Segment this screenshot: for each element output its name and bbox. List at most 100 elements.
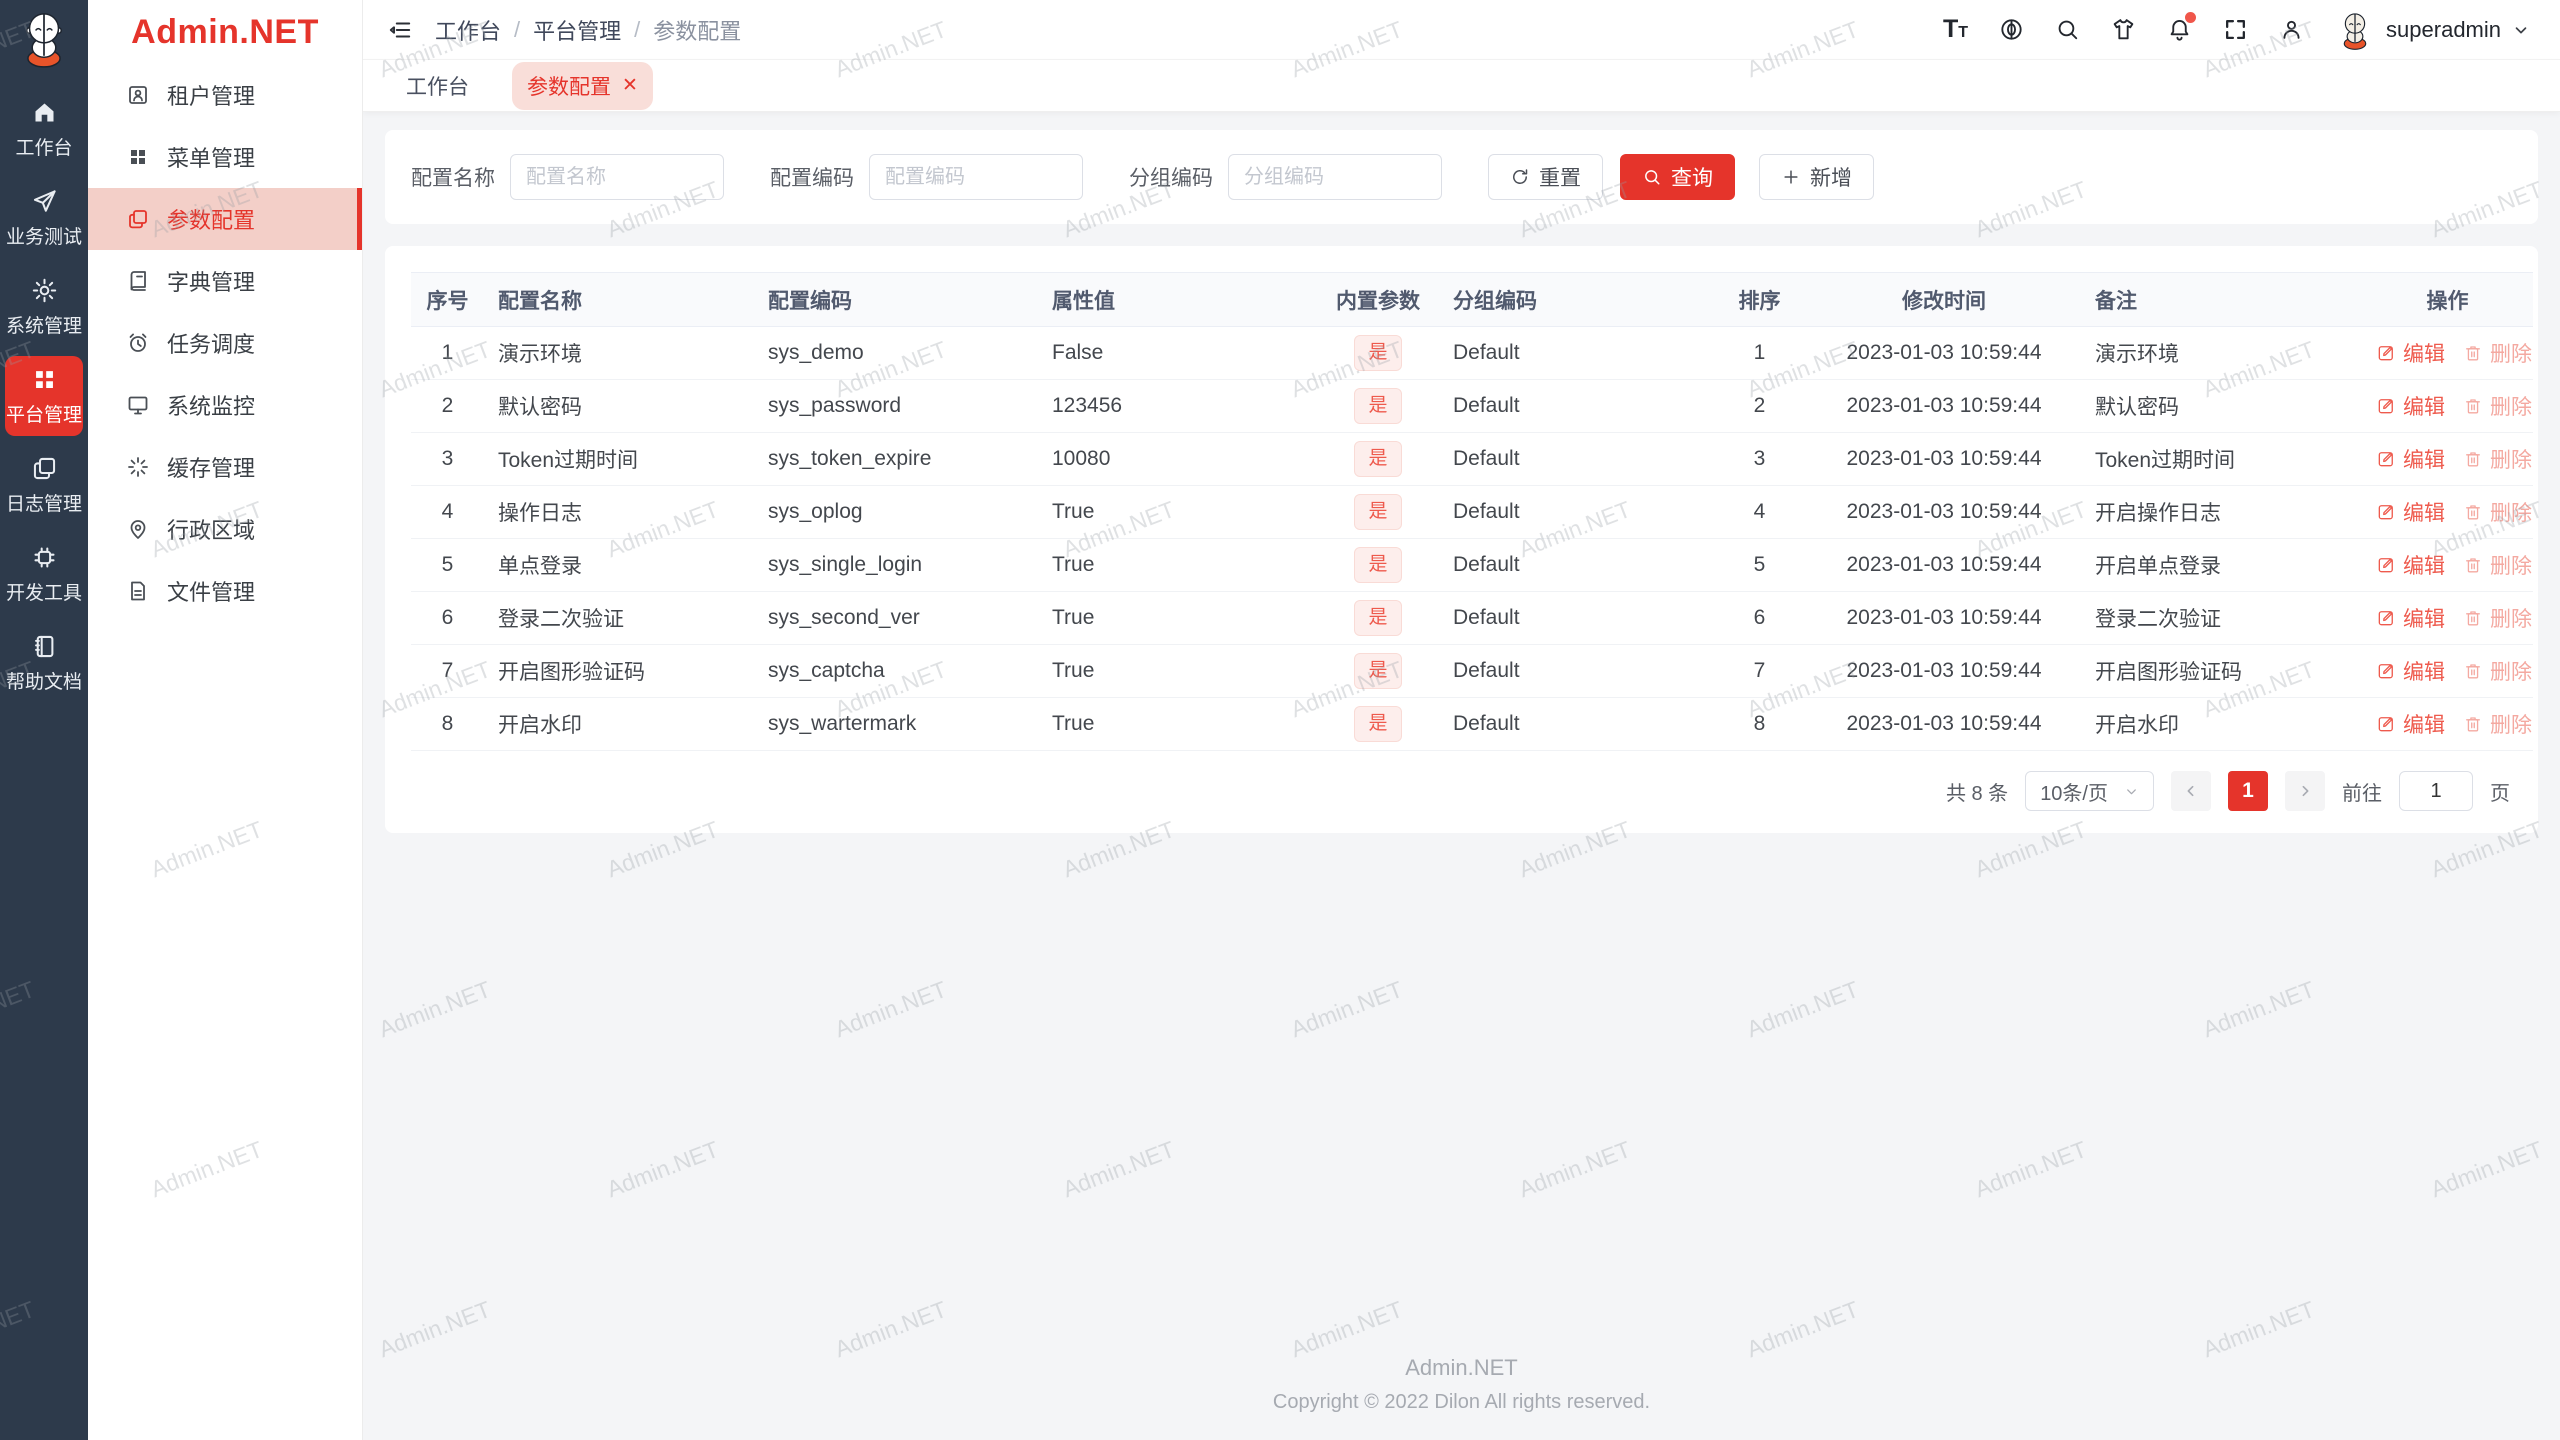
language-button[interactable] bbox=[1999, 15, 2024, 45]
sidebar-item-task-schedule[interactable]: 任务调度 bbox=[88, 312, 362, 374]
delete-button[interactable]: 删除 bbox=[2463, 656, 2532, 686]
rail-item-label: 系统管理 bbox=[5, 316, 82, 337]
page-size-select[interactable]: 10条/页 bbox=[2025, 771, 2154, 811]
reset-button[interactable]: 重置 bbox=[1488, 154, 1603, 200]
add-button[interactable]: 新增 bbox=[1759, 154, 1874, 200]
delete-button[interactable]: 删除 bbox=[2463, 497, 2532, 527]
page-content: 配置名称 配置编码 分组编码 重置 查询 新增 bbox=[363, 112, 2560, 1440]
dictionary-icon bbox=[130, 271, 146, 291]
cell-remark: 默认密码 bbox=[2081, 379, 2362, 433]
column-header-modify-time: 修改时间 bbox=[1807, 272, 2081, 327]
breadcrumb-item[interactable]: 工作台 bbox=[435, 18, 502, 44]
cell-config-name: 开启图形验证码 bbox=[484, 644, 754, 698]
delete-button[interactable]: 删除 bbox=[2463, 338, 2532, 368]
filter-card: 配置名称 配置编码 分组编码 重置 查询 新增 bbox=[385, 130, 2538, 224]
edit-button[interactable]: 编辑 bbox=[2376, 391, 2445, 421]
rail-item-help-docs[interactable]: 帮助文档 bbox=[5, 623, 83, 703]
cell-actions: 编辑 删除 bbox=[2362, 538, 2533, 592]
tab-bar: 工作台 参数配置 ✕ bbox=[363, 60, 2560, 112]
group-code-input[interactable] bbox=[1228, 154, 1442, 200]
column-header-sort: 排序 bbox=[1712, 272, 1807, 327]
delete-icon bbox=[2466, 399, 2480, 414]
rail-item-label: 开发工具 bbox=[5, 583, 82, 604]
fullscreen-button[interactable] bbox=[2223, 15, 2248, 45]
map-pin-icon bbox=[130, 520, 146, 539]
page-footer: Admin.NET Copyright © 2022 Dilon All rig… bbox=[385, 1337, 2538, 1440]
monitor-icon bbox=[128, 396, 148, 415]
cell-actions: 编辑 删除 bbox=[2362, 379, 2533, 433]
search-button[interactable]: 查询 bbox=[1620, 154, 1735, 200]
cell-config-name: 开启水印 bbox=[484, 697, 754, 751]
sidebar-item-menu-mgmt[interactable]: 菜单管理 bbox=[88, 126, 362, 188]
breadcrumb-item[interactable]: 平台管理 bbox=[533, 18, 622, 44]
reset-label: 重置 bbox=[1539, 167, 1581, 190]
edit-button[interactable]: 编辑 bbox=[2376, 550, 2445, 580]
cell-sort: 1 bbox=[1712, 326, 1807, 380]
sidebar-item-system-monitor[interactable]: 系统监控 bbox=[88, 374, 362, 436]
edit-button[interactable]: 编辑 bbox=[2376, 709, 2445, 739]
cell-config-code: sys_captcha bbox=[754, 644, 1038, 698]
tab-workbench[interactable]: 工作台 bbox=[391, 62, 484, 110]
breadcrumb-item-current: 参数配置 bbox=[653, 18, 742, 44]
font-size-button[interactable]: TT bbox=[1943, 15, 1968, 45]
cell-index: 7 bbox=[411, 644, 484, 698]
table-row: 2 默认密码 sys_password 123456 是 Default 2 2023-01-… bbox=[411, 379, 2533, 433]
column-header-config-code: 配置编码 bbox=[754, 272, 1038, 327]
page-number-current[interactable]: 1 bbox=[2228, 771, 2268, 811]
filter-label: 配置编码 bbox=[770, 167, 854, 190]
delete-button[interactable]: 删除 bbox=[2463, 603, 2532, 633]
chevron-down-icon bbox=[2515, 26, 2527, 33]
delete-button[interactable]: 删除 bbox=[2463, 444, 2532, 474]
prev-page-button[interactable] bbox=[2171, 771, 2211, 811]
config-code-input[interactable] bbox=[869, 154, 1083, 200]
cell-remark: 登录二次验证 bbox=[2081, 591, 2362, 645]
rail-item-business-test[interactable]: 业务测试 bbox=[5, 178, 83, 258]
sidebar-item-admin-region[interactable]: 行政区域 bbox=[88, 498, 362, 560]
rail-item-dev-tools[interactable]: 开发工具 bbox=[5, 534, 83, 614]
sidebar-collapse-button[interactable] bbox=[385, 15, 415, 45]
sidebar-item-param-config[interactable]: 参数配置 bbox=[88, 188, 362, 250]
edit-button[interactable]: 编辑 bbox=[2376, 656, 2445, 686]
rail-item-system-mgmt[interactable]: 系统管理 bbox=[5, 267, 83, 347]
edit-icon bbox=[2378, 399, 2393, 414]
delete-button[interactable]: 删除 bbox=[2463, 391, 2532, 421]
cell-config-code: sys_second_ver bbox=[754, 591, 1038, 645]
sidebar-item-tenant-mgmt[interactable]: 租户管理 bbox=[88, 64, 362, 126]
next-page-button[interactable] bbox=[2285, 771, 2325, 811]
edit-label: 编辑 bbox=[2403, 714, 2445, 737]
rail-item-workbench[interactable]: 工作台 bbox=[5, 89, 83, 169]
tab-close-icon[interactable]: ✕ bbox=[622, 75, 638, 96]
delete-label: 删除 bbox=[2490, 396, 2532, 419]
sidebar-item-cache-mgmt[interactable]: 缓存管理 bbox=[88, 436, 362, 498]
rail-item-platform-mgmt[interactable]: 平台管理 bbox=[5, 356, 83, 436]
edit-button[interactable]: 编辑 bbox=[2376, 497, 2445, 527]
delete-button[interactable]: 删除 bbox=[2463, 709, 2532, 739]
cell-builtin: 是 bbox=[1317, 591, 1439, 645]
tab-param-config[interactable]: 参数配置 ✕ bbox=[512, 61, 653, 110]
sidebar-item-dict-mgmt[interactable]: 字典管理 bbox=[88, 250, 362, 312]
delete-label: 删除 bbox=[2490, 502, 2532, 525]
config-name-input[interactable] bbox=[510, 154, 724, 200]
edit-button[interactable]: 编辑 bbox=[2376, 603, 2445, 633]
theme-button[interactable] bbox=[2111, 15, 2136, 45]
breadcrumb-separator: / bbox=[514, 16, 521, 42]
notification-button[interactable] bbox=[2167, 11, 2197, 45]
edit-button[interactable]: 编辑 bbox=[2376, 338, 2445, 368]
profile-button[interactable] bbox=[2279, 15, 2304, 45]
sidebar-menu: 租户管理 菜单管理 参数配置 字典管理 任务调度 系统监控 缓存管理 行政区域 bbox=[88, 64, 362, 622]
table-header-row: 序号 配置名称 配置编码 属性值 内置参数 分组编码 排序 修改时间 备注 操作 bbox=[411, 272, 2533, 327]
global-search-button[interactable] bbox=[2055, 15, 2080, 45]
sidebar-item-file-mgmt[interactable]: 文件管理 bbox=[88, 560, 362, 622]
goto-page-input[interactable] bbox=[2399, 771, 2473, 811]
user-menu[interactable]: superadmin bbox=[2335, 10, 2530, 50]
edit-button[interactable]: 编辑 bbox=[2376, 444, 2445, 474]
delete-button[interactable]: 删除 bbox=[2463, 550, 2532, 580]
grid-icon bbox=[35, 371, 53, 388]
filter-label: 分组编码 bbox=[1129, 167, 1213, 190]
cell-builtin: 是 bbox=[1317, 485, 1439, 539]
cell-config-code: sys_single_login bbox=[754, 538, 1038, 592]
edit-label: 编辑 bbox=[2403, 608, 2445, 631]
font-size-icon: TT bbox=[1942, 15, 1969, 43]
sidebar-item-label: 参数配置 bbox=[167, 208, 256, 233]
rail-item-log-mgmt[interactable]: 日志管理 bbox=[5, 445, 83, 525]
